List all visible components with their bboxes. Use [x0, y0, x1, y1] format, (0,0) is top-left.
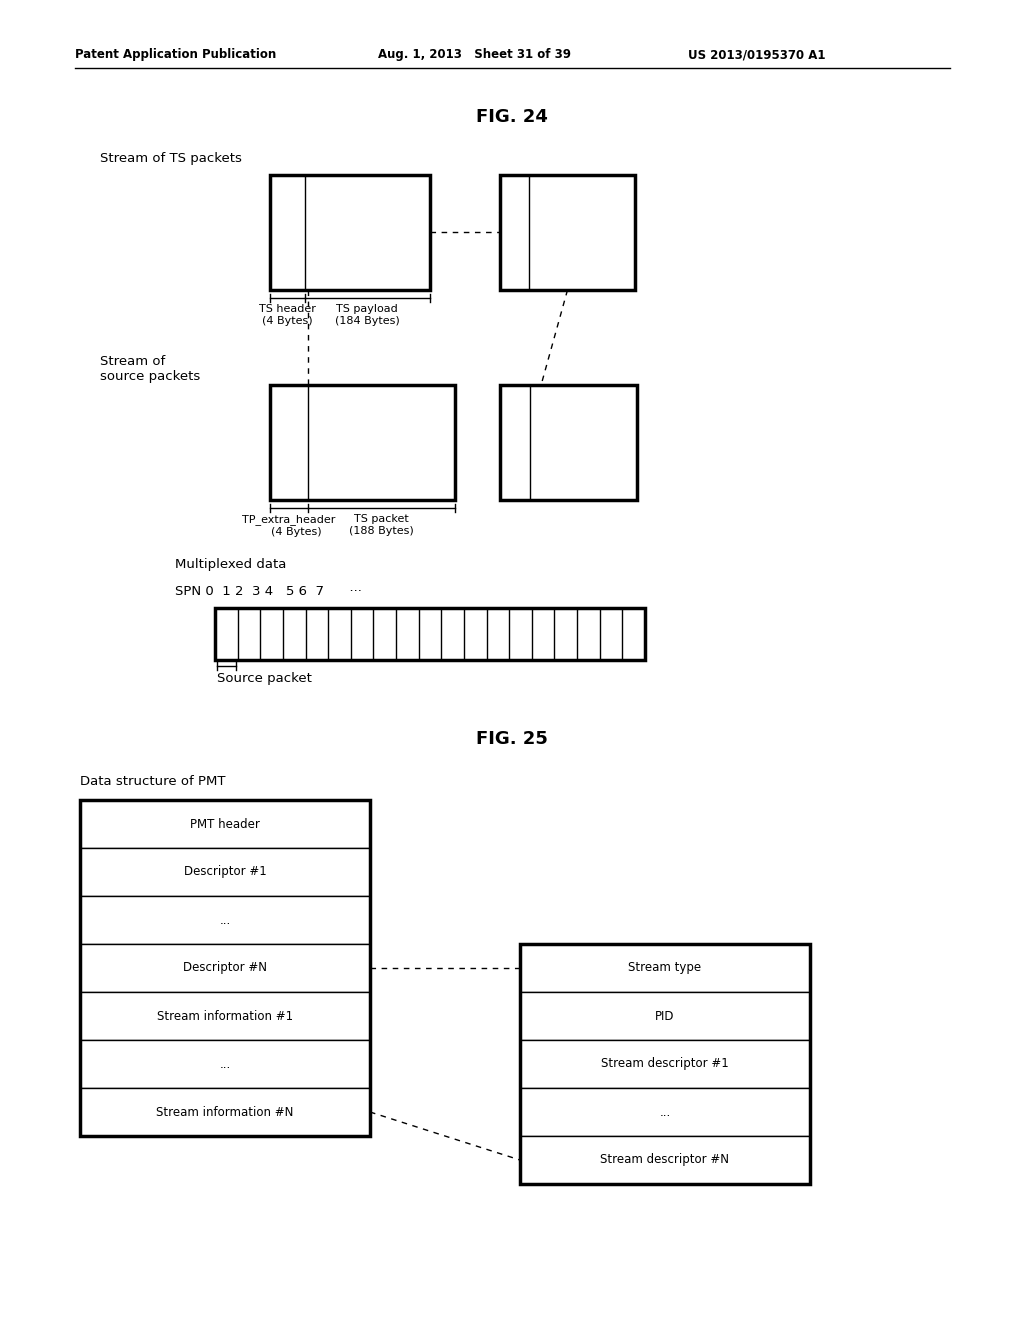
Text: Source packet: Source packet [217, 672, 312, 685]
Text: FIG. 24: FIG. 24 [476, 108, 548, 125]
Text: Stream descriptor #1: Stream descriptor #1 [601, 1057, 729, 1071]
Text: TS header
(4 Bytes): TS header (4 Bytes) [259, 304, 315, 326]
Bar [520, 1040, 810, 1088]
Text: Patent Application Publication: Patent Application Publication [75, 48, 276, 61]
Text: FIG. 25: FIG. 25 [476, 730, 548, 748]
Bar [80, 944, 370, 993]
Text: Stream type: Stream type [629, 961, 701, 974]
Bar [80, 847, 370, 896]
Bar [80, 896, 370, 944]
Bar [270, 176, 430, 290]
Text: ...: ... [219, 1057, 230, 1071]
Bar [520, 1137, 810, 1184]
Bar [520, 993, 810, 1040]
Bar [500, 385, 637, 500]
Bar [80, 800, 370, 847]
Text: TS packet
(188 Bytes): TS packet (188 Bytes) [348, 513, 414, 536]
Bar [520, 944, 810, 1184]
Text: Descriptor #1: Descriptor #1 [183, 866, 266, 879]
Text: ...: ... [659, 1106, 671, 1118]
Text: ...: ... [219, 913, 230, 927]
Bar [80, 1040, 370, 1088]
Bar [215, 609, 645, 660]
Text: Stream information #N: Stream information #N [157, 1106, 294, 1118]
Text: PID: PID [655, 1010, 675, 1023]
Text: Stream descriptor #N: Stream descriptor #N [600, 1154, 729, 1167]
Text: PMT header: PMT header [190, 817, 260, 830]
Bar [80, 800, 370, 1137]
Text: US 2013/0195370 A1: US 2013/0195370 A1 [688, 48, 825, 61]
Bar [80, 1088, 370, 1137]
Text: Multiplexed data: Multiplexed data [175, 558, 287, 572]
Text: TS payload
(184 Bytes): TS payload (184 Bytes) [335, 304, 399, 326]
Bar [520, 944, 810, 993]
Bar [80, 993, 370, 1040]
Bar [520, 1088, 810, 1137]
Bar [270, 385, 455, 500]
Text: Stream of TS packets: Stream of TS packets [100, 152, 242, 165]
Text: Descriptor #N: Descriptor #N [183, 961, 267, 974]
Text: Data structure of PMT: Data structure of PMT [80, 775, 225, 788]
Text: Stream information #1: Stream information #1 [157, 1010, 293, 1023]
Bar [500, 176, 635, 290]
Text: SPN 0  1 2  3 4   5 6  7      ···: SPN 0 1 2 3 4 5 6 7 ··· [175, 585, 361, 598]
Text: Stream of
source packets: Stream of source packets [100, 355, 201, 383]
Text: Aug. 1, 2013   Sheet 31 of 39: Aug. 1, 2013 Sheet 31 of 39 [378, 48, 571, 61]
Text: TP_extra_header
    (4 Bytes): TP_extra_header (4 Bytes) [243, 513, 336, 536]
